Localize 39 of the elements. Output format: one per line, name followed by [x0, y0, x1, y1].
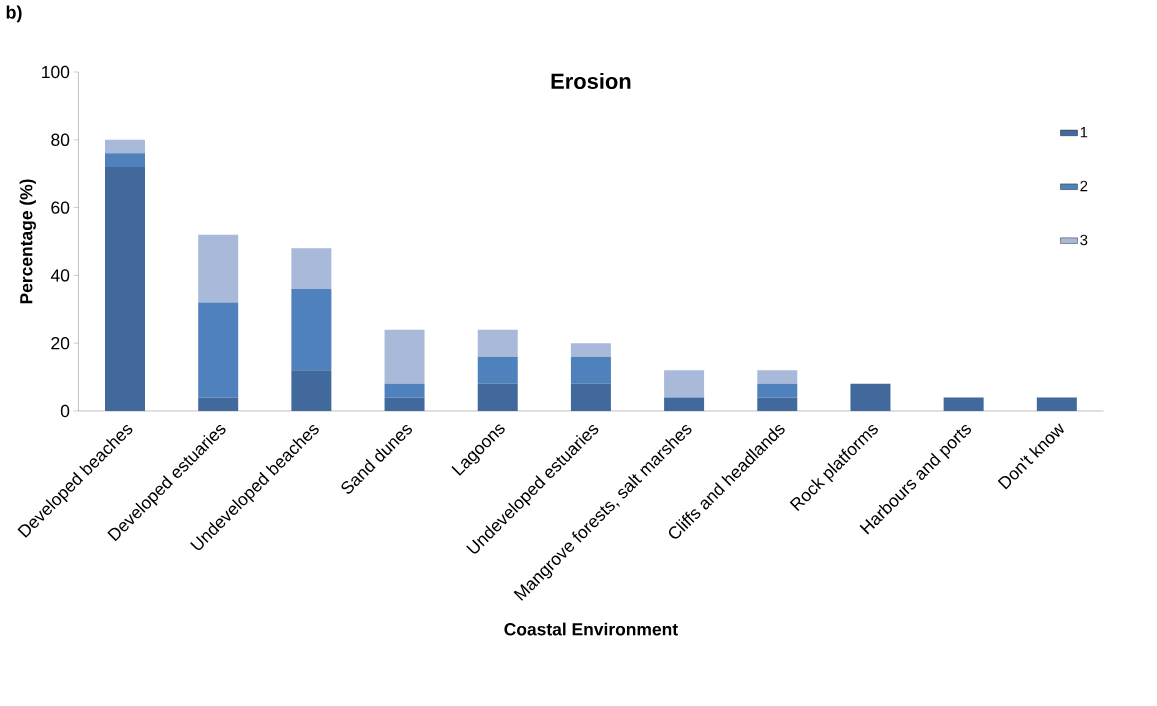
x-axis-title: Coastal Environment [504, 622, 678, 636]
bar [477, 383, 518, 411]
y-tick-label: 80 [51, 133, 70, 146]
text: b) [6, 5, 22, 23]
bar [570, 343, 611, 357]
bar [757, 370, 798, 384]
y-tick-label: 0 [60, 404, 70, 418]
bar [570, 356, 611, 384]
bar [1036, 397, 1077, 411]
bar [384, 329, 425, 384]
bar [757, 383, 798, 398]
y-tick-label: 20 [51, 337, 70, 350]
bar [664, 397, 705, 411]
bar [291, 288, 332, 371]
bar [570, 383, 611, 411]
y-tick-label: 40 [50, 269, 70, 282]
bar [664, 370, 705, 398]
bar [477, 356, 518, 384]
bar [198, 302, 239, 398]
bar [105, 139, 146, 154]
legend-label: 3 [1080, 234, 1088, 246]
y-tick-label: 60 [51, 201, 70, 214]
y-tick-label: 100 [42, 65, 70, 79]
legend-label: 2 [1080, 180, 1088, 192]
y-axis-title: Percentage (%) [19, 179, 36, 304]
bar [105, 166, 146, 411]
bar [384, 397, 425, 411]
bar [291, 370, 332, 411]
bar [291, 248, 332, 289]
bar [757, 397, 798, 411]
legend-label: 1 [1080, 127, 1088, 138]
bar [198, 234, 239, 303]
bar [105, 153, 146, 167]
chart-title: Erosion [551, 72, 631, 90]
bar [384, 383, 425, 398]
bar [943, 397, 984, 411]
bar [850, 383, 891, 411]
bar [477, 329, 518, 357]
bar [198, 397, 239, 411]
